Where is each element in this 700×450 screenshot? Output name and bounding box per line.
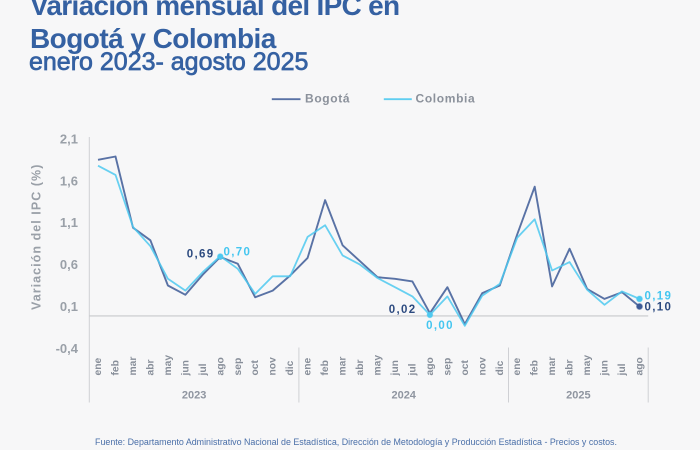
svg-text:dic: dic — [285, 360, 296, 375]
svg-text:0,02: 0,02 — [389, 304, 417, 316]
svg-text:0,70: 0,70 — [224, 247, 252, 259]
svg-text:jun: jun — [180, 360, 191, 376]
svg-text:jul: jul — [198, 363, 209, 376]
svg-text:2,1: 2,1 — [60, 131, 78, 146]
svg-text:mar: mar — [128, 357, 139, 376]
svg-text:sep: sep — [442, 358, 453, 376]
svg-text:0,1: 0,1 — [60, 299, 78, 314]
svg-text:mar: mar — [338, 357, 349, 376]
svg-text:may: may — [373, 355, 384, 376]
svg-text:ago: ago — [425, 357, 436, 375]
svg-text:0,19: 0,19 — [645, 291, 673, 303]
svg-text:ene: ene — [303, 357, 314, 375]
svg-text:abr: abr — [145, 359, 156, 375]
svg-text:oct: oct — [460, 359, 471, 375]
svg-text:feb: feb — [111, 360, 122, 375]
svg-text:may: may — [582, 355, 593, 376]
svg-text:feb: feb — [320, 360, 331, 375]
svg-text:ago: ago — [635, 357, 646, 375]
svg-text:nov: nov — [268, 357, 279, 376]
svg-text:jun: jun — [390, 360, 401, 376]
svg-text:jul: jul — [407, 363, 418, 376]
svg-text:0,69: 0,69 — [187, 249, 215, 261]
svg-text:0,00: 0,00 — [426, 320, 454, 332]
svg-text:feb: feb — [530, 360, 541, 375]
svg-text:2025: 2025 — [566, 390, 590, 402]
svg-text:mar: mar — [547, 357, 558, 376]
svg-text:1,1: 1,1 — [60, 215, 78, 230]
svg-text:0,10: 0,10 — [645, 302, 673, 314]
svg-text:ene: ene — [93, 357, 104, 375]
svg-text:dic: dic — [495, 360, 506, 375]
svg-text:ago: ago — [215, 357, 226, 375]
svg-text:-0,4: -0,4 — [56, 341, 79, 356]
svg-text:2023: 2023 — [182, 390, 206, 402]
svg-text:oct: oct — [250, 359, 261, 375]
svg-text:0,6: 0,6 — [60, 257, 78, 272]
svg-text:Colombia: Colombia — [416, 92, 476, 106]
svg-text:jun: jun — [600, 360, 611, 376]
svg-text:may: may — [163, 355, 174, 376]
svg-text:1,6: 1,6 — [60, 173, 78, 188]
svg-text:sep: sep — [233, 358, 244, 376]
svg-text:jul: jul — [617, 363, 628, 376]
svg-text:2024: 2024 — [391, 390, 416, 402]
svg-text:nov: nov — [477, 357, 488, 376]
svg-text:Variación del IPC (%): Variación del IPC (%) — [30, 164, 44, 310]
svg-text:ene: ene — [512, 357, 523, 375]
svg-text:abr: abr — [355, 359, 366, 375]
svg-text:abr: abr — [565, 359, 576, 375]
svg-text:Bogotá: Bogotá — [305, 92, 350, 106]
